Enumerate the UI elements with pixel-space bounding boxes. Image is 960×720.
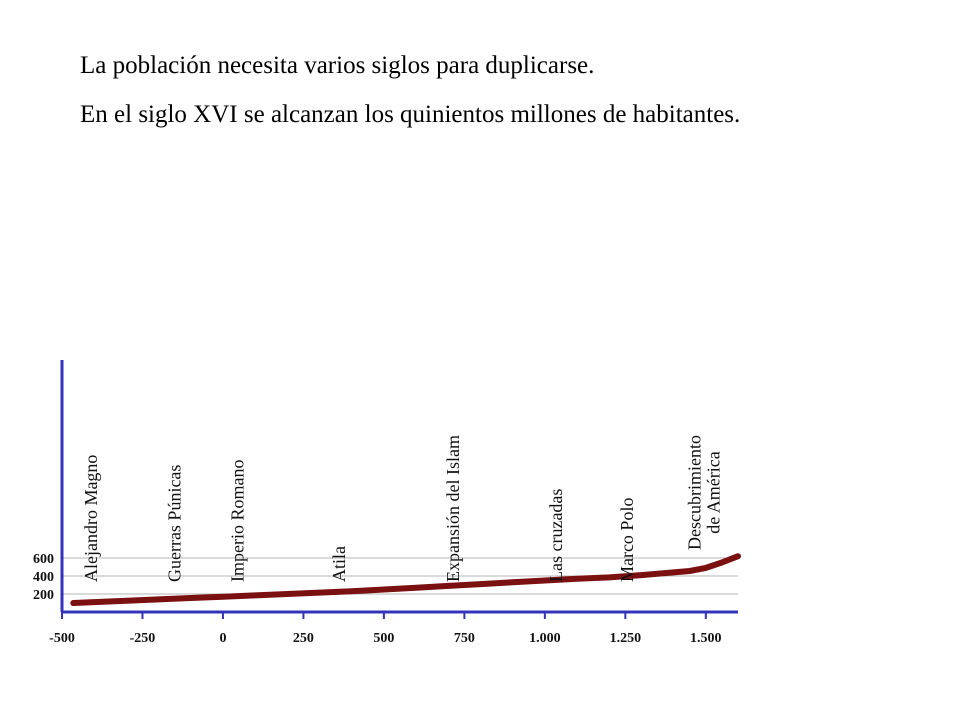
event-label: Guerras Púnicas <box>165 465 185 582</box>
event-label: Expansión del Islam <box>443 435 463 582</box>
event-label: Descubrimientode América <box>685 435 724 550</box>
y-tick-label: 600 <box>33 552 54 567</box>
heading-line-1: La población necesita varios siglos para… <box>80 52 595 79</box>
event-label: Marco Polo <box>617 498 637 583</box>
y-tick-label: 400 <box>33 570 54 585</box>
x-tick-label: 750 <box>454 631 475 646</box>
event-label: Atila <box>329 546 349 582</box>
x-tick-label: 0 <box>219 631 226 646</box>
event-label: Alejandro Magno <box>81 455 101 582</box>
event-label: Imperio Romano <box>227 460 247 582</box>
x-tick-label: 500 <box>373 631 394 646</box>
heading-line-2: En el siglo XVI se alcanzan los quinient… <box>80 101 741 128</box>
y-tick-label: 200 <box>33 588 54 603</box>
x-tick-label: 1.000 <box>529 631 561 646</box>
x-tick-label: 250 <box>293 631 314 646</box>
x-tick-label: -250 <box>130 631 156 646</box>
x-tick-label: 1.250 <box>610 631 642 646</box>
x-tick-label: 1.500 <box>690 631 722 646</box>
population-line <box>70 553 741 606</box>
event-label: Las cruzadas <box>546 489 566 582</box>
x-tick-label: -500 <box>49 631 75 646</box>
